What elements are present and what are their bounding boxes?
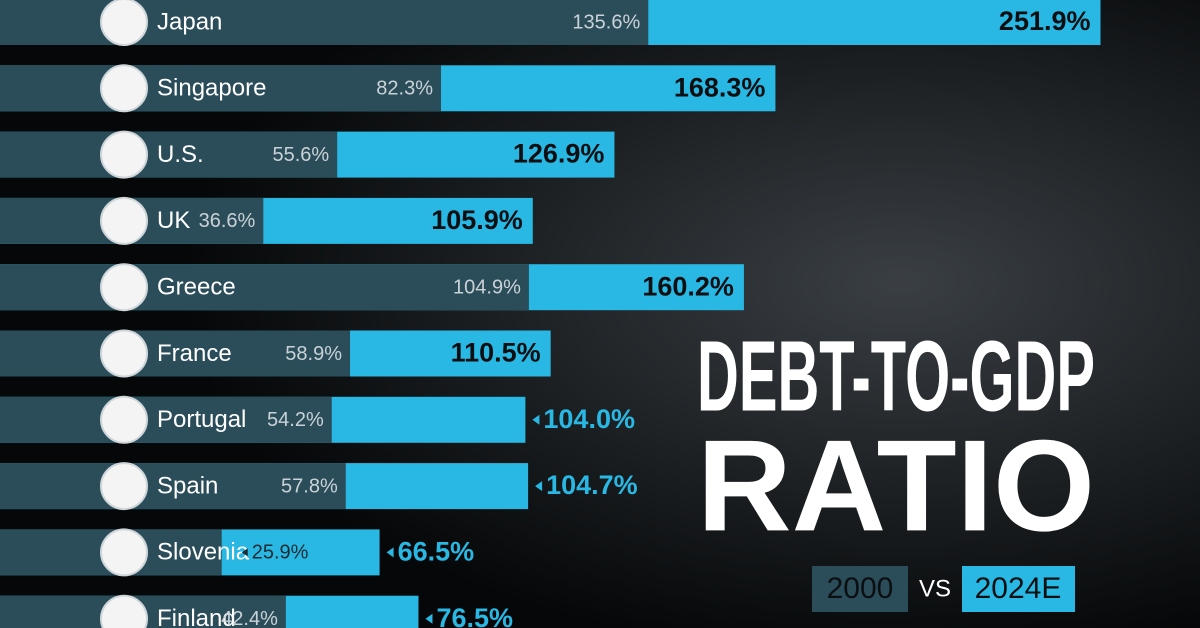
flag bbox=[100, 64, 148, 113]
bar-2000 bbox=[0, 0, 649, 45]
value-label-2024e: 251.9% bbox=[999, 6, 1091, 36]
value-label-2000: 58.9% bbox=[285, 343, 342, 365]
flag bbox=[100, 594, 148, 628]
flag bbox=[100, 263, 148, 312]
bar-2000 bbox=[0, 396, 332, 443]
legend-joiner: VS bbox=[919, 575, 951, 602]
value-label-2000: 36.6% bbox=[199, 210, 256, 232]
country-label: Slovenia bbox=[157, 539, 250, 566]
value-label-2024e: 66.5% bbox=[398, 537, 475, 567]
flag bbox=[100, 329, 148, 378]
value-label-2000: 82.3% bbox=[376, 78, 433, 100]
flag bbox=[100, 462, 148, 511]
arrow bbox=[535, 481, 543, 492]
country-label: Spain bbox=[157, 472, 218, 499]
arrow bbox=[386, 547, 394, 558]
bar-2000 bbox=[0, 264, 529, 311]
value-label-2024e: 168.3% bbox=[674, 72, 766, 102]
bar-2000 bbox=[0, 330, 351, 377]
value-label-2024e: 110.5% bbox=[451, 338, 541, 368]
value-label-2024e: 126.9% bbox=[513, 139, 605, 169]
value-label-2024e: 160.2% bbox=[642, 271, 734, 301]
country-label: Singapore bbox=[157, 75, 266, 102]
legend-label: 2024E bbox=[975, 572, 1062, 605]
value-label-2024e: 76.5% bbox=[436, 603, 513, 628]
value-label-2000: 42.4% bbox=[221, 608, 278, 628]
arrow bbox=[425, 613, 433, 624]
country-label: Greece bbox=[157, 274, 236, 301]
legend-label: 2000 bbox=[827, 572, 894, 605]
value-label-2000: 135.6% bbox=[572, 11, 640, 33]
value-label-2000: 54.2% bbox=[267, 409, 324, 431]
flag bbox=[100, 0, 148, 46]
bar-2000 bbox=[0, 463, 346, 510]
country-label: Japan bbox=[157, 8, 222, 35]
bars: Japan 135.6% 251.9% Singapore 82.3% 168.3% U.S… bbox=[0, 0, 1101, 628]
country-label: Finland bbox=[157, 605, 236, 628]
value-label-2000: 25.9% bbox=[252, 542, 309, 564]
flag bbox=[100, 395, 148, 444]
bar-2000 bbox=[0, 131, 338, 178]
flag bbox=[100, 196, 148, 245]
arrow bbox=[532, 414, 540, 425]
flag bbox=[100, 528, 148, 577]
chart-title: DEBT-TO-GDP bbox=[697, 320, 1095, 432]
flag bbox=[100, 130, 148, 179]
bar-2000 bbox=[0, 65, 442, 112]
country-label: UK bbox=[157, 207, 190, 234]
value-label-2024e: 104.0% bbox=[543, 404, 635, 434]
arrow bbox=[241, 548, 248, 557]
legend-swatch bbox=[812, 566, 908, 612]
country-label: U.S. bbox=[157, 141, 204, 168]
value-label-2000: 57.8% bbox=[281, 475, 338, 497]
chart-title: RATIO bbox=[697, 412, 1095, 558]
value-label-2000: 104.9% bbox=[453, 276, 521, 298]
value-label-2000: 55.6% bbox=[272, 144, 329, 166]
legend: 2000 VS 2024E bbox=[812, 566, 1075, 612]
country-label: France bbox=[157, 340, 232, 367]
legend-swatch bbox=[962, 566, 1075, 612]
country-label: Portugal bbox=[157, 406, 246, 433]
value-label-2024e: 105.9% bbox=[431, 205, 523, 235]
value-label-2024e: 104.7% bbox=[546, 470, 638, 500]
